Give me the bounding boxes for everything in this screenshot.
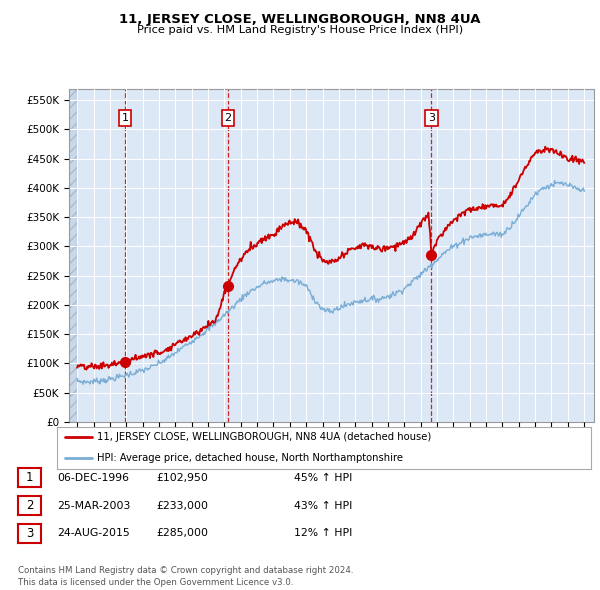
Text: 24-AUG-2015: 24-AUG-2015 [57, 529, 130, 538]
Text: 11, JERSEY CLOSE, WELLINGBOROUGH, NN8 4UA: 11, JERSEY CLOSE, WELLINGBOROUGH, NN8 4U… [119, 13, 481, 26]
Text: 3: 3 [26, 527, 33, 540]
Text: 1: 1 [122, 113, 128, 123]
Text: 12% ↑ HPI: 12% ↑ HPI [294, 529, 352, 538]
Text: 1: 1 [26, 471, 33, 484]
Polygon shape [69, 88, 77, 422]
Text: HPI: Average price, detached house, North Northamptonshire: HPI: Average price, detached house, Nort… [97, 454, 403, 463]
Text: 43% ↑ HPI: 43% ↑ HPI [294, 501, 352, 510]
Text: 06-DEC-1996: 06-DEC-1996 [57, 473, 129, 483]
Text: £102,950: £102,950 [156, 473, 208, 483]
Text: Price paid vs. HM Land Registry's House Price Index (HPI): Price paid vs. HM Land Registry's House … [137, 25, 463, 35]
Text: 11, JERSEY CLOSE, WELLINGBOROUGH, NN8 4UA (detached house): 11, JERSEY CLOSE, WELLINGBOROUGH, NN8 4U… [97, 432, 431, 442]
Text: £233,000: £233,000 [156, 501, 208, 510]
Text: £285,000: £285,000 [156, 529, 208, 538]
Text: 45% ↑ HPI: 45% ↑ HPI [294, 473, 352, 483]
Text: 25-MAR-2003: 25-MAR-2003 [57, 501, 130, 510]
Text: 3: 3 [428, 113, 435, 123]
Text: Contains HM Land Registry data © Crown copyright and database right 2024.
This d: Contains HM Land Registry data © Crown c… [18, 566, 353, 587]
Text: 2: 2 [26, 499, 33, 512]
Text: 2: 2 [224, 113, 232, 123]
